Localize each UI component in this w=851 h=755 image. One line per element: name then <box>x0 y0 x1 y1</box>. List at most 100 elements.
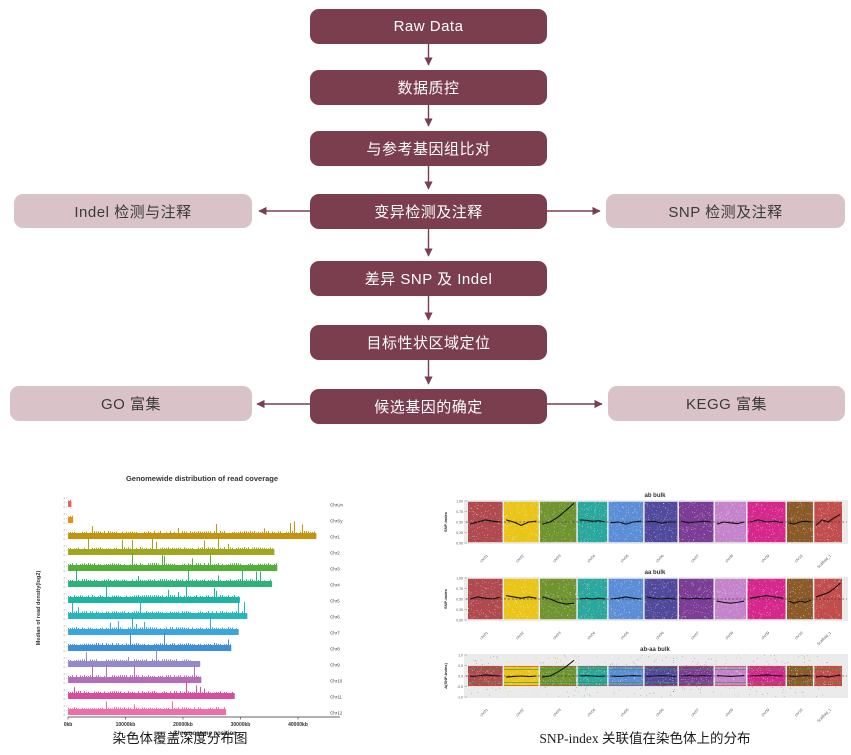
svg-text:0: 0 <box>63 665 65 669</box>
svg-text:10000kb: 10000kb <box>116 722 136 728</box>
svg-text:4: 4 <box>63 688 65 692</box>
svg-text:2: 2 <box>63 661 65 665</box>
svg-text:0: 0 <box>63 649 65 653</box>
svg-text:0: 0 <box>63 521 65 525</box>
svg-text:0: 0 <box>63 553 65 557</box>
svg-text:ChrSy: ChrSy <box>330 519 343 524</box>
svg-text:2: 2 <box>63 533 65 537</box>
svg-text:0: 0 <box>63 585 65 589</box>
svg-text:chr06: chr06 <box>655 554 665 564</box>
svg-text:40000kb: 40000kb <box>288 722 308 728</box>
flow-node-kegg-enrichment: KEGG 富集 <box>608 386 845 421</box>
svg-text:4: 4 <box>63 704 65 708</box>
svg-text:2: 2 <box>63 709 65 713</box>
svg-text:chr10: chr10 <box>794 554 804 564</box>
svg-text:chr06: chr06 <box>655 631 665 641</box>
svg-text:4: 4 <box>63 576 65 580</box>
svg-text:Median of read density(log2): Median of read density(log2) <box>36 571 42 646</box>
svg-text:ab bulk: ab bulk <box>644 493 666 499</box>
svg-text:0.50: 0.50 <box>456 520 463 524</box>
flow-node-raw-data: Raw Data <box>310 9 547 44</box>
svg-text:0.75: 0.75 <box>456 510 463 514</box>
svg-text:4: 4 <box>63 544 65 548</box>
svg-text:chr09: chr09 <box>761 554 771 564</box>
caption-coverage-chart: 染色体覆盖深度分布图 <box>112 731 248 746</box>
svg-text:ChrUn: ChrUn <box>330 503 344 508</box>
svg-text:0: 0 <box>63 617 65 621</box>
svg-text:2: 2 <box>63 645 65 649</box>
svg-text:chr01: chr01 <box>479 708 489 718</box>
svg-text:0: 0 <box>63 697 65 701</box>
svg-text:1.00: 1.00 <box>456 499 463 503</box>
svg-text:2: 2 <box>63 517 65 521</box>
svg-text:chr02: chr02 <box>515 708 525 718</box>
svg-text:Chr6: Chr6 <box>330 615 340 620</box>
svg-text:4: 4 <box>63 512 65 516</box>
svg-text:1.0: 1.0 <box>458 653 463 657</box>
svg-text:1.00: 1.00 <box>456 576 463 580</box>
svg-text:Chr7: Chr7 <box>330 631 340 636</box>
svg-text:chr03: chr03 <box>552 554 562 564</box>
svg-text:chr10: chr10 <box>794 631 804 641</box>
svg-text:4: 4 <box>63 528 65 532</box>
svg-text:chr01: chr01 <box>479 554 489 564</box>
svg-text:0.00: 0.00 <box>456 541 463 545</box>
svg-text:Chr1: Chr1 <box>330 535 340 540</box>
svg-text:0: 0 <box>63 569 65 573</box>
svg-text:chr08: chr08 <box>725 554 735 564</box>
svg-text:Chromosome position: Chromosome position <box>173 731 237 737</box>
svg-text:4: 4 <box>63 624 65 628</box>
svg-text:-0.5: -0.5 <box>457 685 463 689</box>
svg-text:0: 0 <box>63 633 65 637</box>
svg-text:4: 4 <box>63 672 65 676</box>
flow-node-go-enrichment: GO 富集 <box>10 386 252 421</box>
flow-node-target-region: 目标性状区域定位 <box>310 325 547 360</box>
svg-text:chr07: chr07 <box>690 554 700 564</box>
flow-node-snp-annotation: SNP 检测及注释 <box>606 194 845 228</box>
svg-text:0: 0 <box>63 505 65 509</box>
svg-text:chr07: chr07 <box>690 708 700 718</box>
svg-text:chr08: chr08 <box>725 631 735 641</box>
svg-text:Chr11: Chr11 <box>330 695 342 700</box>
svg-text:Chr2: Chr2 <box>330 551 340 556</box>
svg-text:0.25: 0.25 <box>456 531 463 535</box>
svg-text:chr09: chr09 <box>761 631 771 641</box>
svg-text:ab-aa bulk: ab-aa bulk <box>640 647 670 653</box>
svg-text:chr03: chr03 <box>552 708 562 718</box>
svg-text:2: 2 <box>63 693 65 697</box>
coverage-chart: Genomewide distribution of read coverage… <box>36 474 344 737</box>
svg-text:chr03: chr03 <box>552 631 562 641</box>
svg-text:Chr9: Chr9 <box>330 663 340 668</box>
svg-text:0.0: 0.0 <box>458 674 463 678</box>
flow-node-data-qc: 数据质控 <box>310 70 547 105</box>
svg-text:0: 0 <box>63 681 65 685</box>
svg-text:20000kb: 20000kb <box>173 722 193 728</box>
flow-node-indel-annotation: Indel 检测与注释 <box>14 194 252 228</box>
svg-text:4: 4 <box>63 496 65 500</box>
svg-text:4: 4 <box>63 560 65 564</box>
svg-text:-1.0: -1.0 <box>457 695 463 699</box>
svg-text:Chr8: Chr8 <box>330 647 340 652</box>
svg-text:2: 2 <box>63 613 65 617</box>
svg-text:2: 2 <box>63 677 65 681</box>
svg-text:Chr5: Chr5 <box>330 599 340 604</box>
svg-text:chr04: chr04 <box>587 631 597 641</box>
svg-text:chr07: chr07 <box>690 631 700 641</box>
svg-text:30000kb: 30000kb <box>231 722 251 728</box>
svg-text:chr05: chr05 <box>620 554 630 564</box>
svg-text:chr05: chr05 <box>620 708 630 718</box>
flow-node-align-reference: 与参考基因组比对 <box>310 131 547 166</box>
svg-text:Chr12: Chr12 <box>330 711 343 716</box>
svg-text:Genomewide distribution of rea: Genomewide distribution of read coverage <box>126 474 278 483</box>
svg-text:0: 0 <box>63 537 65 541</box>
svg-text:0: 0 <box>63 713 65 717</box>
svg-text:2: 2 <box>63 597 65 601</box>
svg-text:chr02: chr02 <box>515 554 525 564</box>
svg-text:2: 2 <box>63 629 65 633</box>
flow-node-candidate-genes: 候选基因的确定 <box>310 389 547 424</box>
caption-snp-index-chart: SNP-index 关联值在染色体上的分布 <box>539 731 751 746</box>
svg-text:aa bulk: aa bulk <box>645 570 666 576</box>
svg-text:2: 2 <box>63 549 65 553</box>
svg-text:chr06: chr06 <box>655 708 665 718</box>
